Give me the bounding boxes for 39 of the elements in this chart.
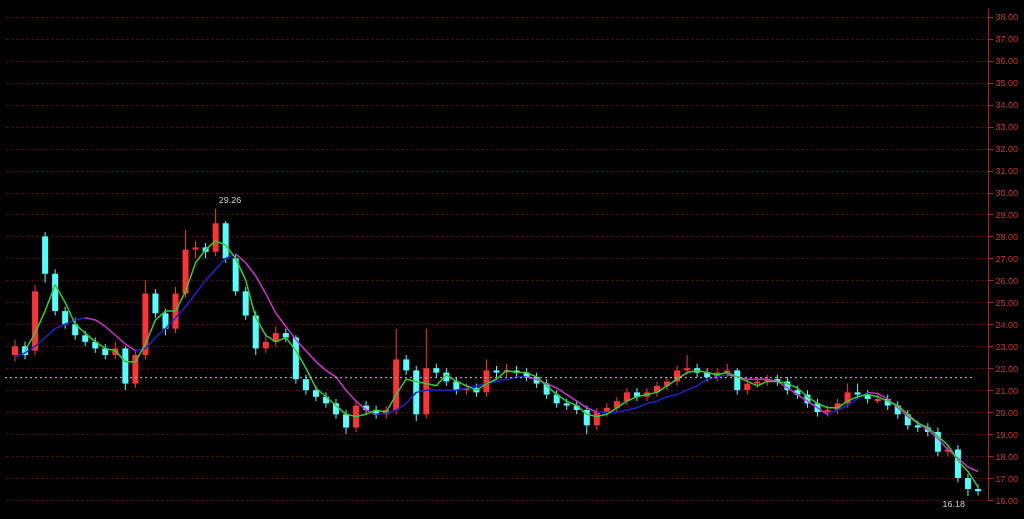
candlestick (282, 328, 289, 343)
y-tick-label: 32.00 (995, 144, 1019, 155)
candlestick (403, 354, 410, 376)
y-tick-label: 19.00 (995, 429, 1019, 440)
y-tick-label: 16.00 (995, 495, 1019, 506)
y-tick-label: 34.00 (995, 100, 1019, 111)
candlestick (302, 374, 309, 396)
y-tick-label: 33.00 (995, 122, 1019, 133)
annotation: 16.18 (942, 499, 965, 510)
y-tick-label: 28.00 (995, 231, 1019, 242)
y-tick-label: 30.00 (995, 188, 1019, 198)
y-tick-label: 25.00 (995, 297, 1019, 308)
y-tick-label: 18.00 (995, 451, 1019, 462)
candlestick (152, 288, 159, 319)
y-tick-label: 31.00 (995, 166, 1019, 177)
y-tick-label: 27.00 (995, 253, 1019, 264)
candlestick (974, 484, 981, 497)
y-tick-label: 29.00 (995, 209, 1019, 220)
y-tick-label: 35.00 (995, 78, 1019, 89)
y-tick-label: 20.00 (995, 407, 1019, 418)
y-tick-label: 38.00 (995, 12, 1019, 23)
candlestick (62, 306, 69, 330)
y-tick-label: 23.00 (995, 341, 1019, 352)
candlestick (343, 409, 350, 435)
line-series (24, 240, 979, 488)
y-tick-label: 37.00 (995, 34, 1019, 45)
y-tick-label: 24.00 (995, 319, 1019, 330)
y-tick-label: 21.00 (995, 385, 1019, 396)
candlestick (162, 308, 169, 336)
annotation: 29.26 (218, 194, 242, 205)
y-tick-label: 26.00 (995, 275, 1019, 286)
candlestick (734, 367, 741, 396)
candlestick (684, 354, 691, 376)
y-tick-label: 36.00 (995, 56, 1019, 67)
candlestick (353, 400, 360, 433)
candlestick (12, 339, 19, 363)
candlestick (964, 473, 971, 497)
y-tick-label: 22.00 (995, 363, 1019, 374)
y-tick-label: 17.00 (995, 473, 1019, 484)
